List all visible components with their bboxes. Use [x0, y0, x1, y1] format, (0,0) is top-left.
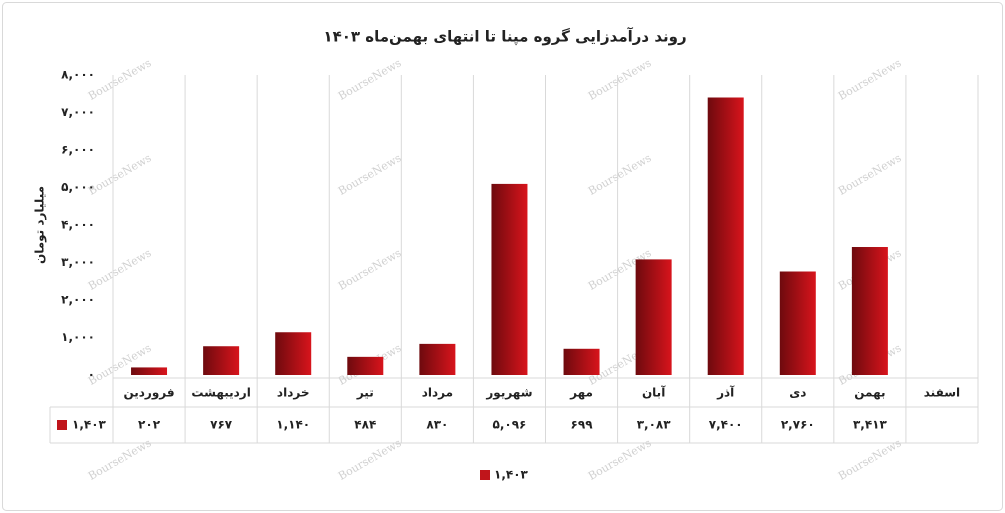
y-tick-label: ۷,۰۰۰ — [61, 105, 95, 119]
table-value: ۴۸۴ — [354, 418, 376, 432]
bar — [563, 348, 600, 375]
y-axis-label: میلیارد تومان — [33, 186, 48, 264]
y-tick-label: ۰ — [88, 368, 95, 382]
x-tick-label: بهمن — [854, 386, 885, 400]
bar — [131, 367, 168, 375]
legend-key — [480, 470, 490, 480]
x-tick-label: تیر — [356, 386, 374, 400]
x-tick-label: اسفند — [924, 386, 960, 400]
table-value: ۷۶۷ — [210, 418, 233, 432]
table-value: ۷,۴۰۰ — [709, 418, 743, 432]
x-tick-label: مهر — [569, 386, 593, 400]
table-value: ۳,۰۸۳ — [637, 418, 672, 432]
y-tick-label: ۳,۰۰۰ — [61, 255, 95, 269]
bar — [707, 97, 744, 375]
x-tick-label: فروردین — [123, 386, 174, 401]
x-tick-label: دی — [789, 386, 806, 400]
y-tick-label: ۸,۰۰۰ — [61, 68, 95, 82]
table-value: ۲,۷۶۰ — [781, 418, 815, 432]
series-label: ۱,۴۰۳ — [72, 418, 107, 432]
x-tick-label: شهریور — [485, 386, 532, 401]
table-value: ۶۹۹ — [571, 418, 594, 432]
table-value: ۵,۰۹۶ — [493, 418, 527, 432]
y-tick-label: ۲,۰۰۰ — [61, 293, 95, 307]
bar — [347, 356, 384, 375]
chart-title: روند درآمدزایی گروه مپنا تا انتهای بهمن‌… — [323, 28, 686, 47]
table-value: ۱,۱۴۰ — [276, 418, 310, 432]
x-tick-label: خرداد — [277, 386, 310, 400]
bar — [203, 346, 240, 375]
x-tick-label: آذر — [716, 385, 735, 400]
x-tick-label: اردیبهشت — [191, 386, 250, 400]
y-tick-label: ۱,۰۰۰ — [61, 330, 95, 344]
bar — [275, 332, 312, 375]
bar — [779, 271, 816, 375]
legend-key — [57, 420, 67, 430]
table-value: ۸۳۰ — [426, 418, 448, 432]
x-tick-label: آبان — [642, 385, 666, 400]
bar — [635, 259, 672, 375]
y-tick-label: ۶,۰۰۰ — [61, 143, 95, 157]
table-value: ۲۰۲ — [138, 418, 161, 432]
y-tick-label: ۴,۰۰۰ — [61, 218, 95, 232]
table-value: ۳,۴۱۳ — [853, 418, 888, 432]
bar — [851, 247, 888, 375]
y-tick-label: ۵,۰۰۰ — [61, 180, 95, 194]
bar — [419, 343, 456, 375]
legend-label: ۱,۴۰۳ — [494, 468, 529, 482]
bar — [491, 183, 528, 375]
x-tick-label: مرداد — [422, 386, 453, 400]
